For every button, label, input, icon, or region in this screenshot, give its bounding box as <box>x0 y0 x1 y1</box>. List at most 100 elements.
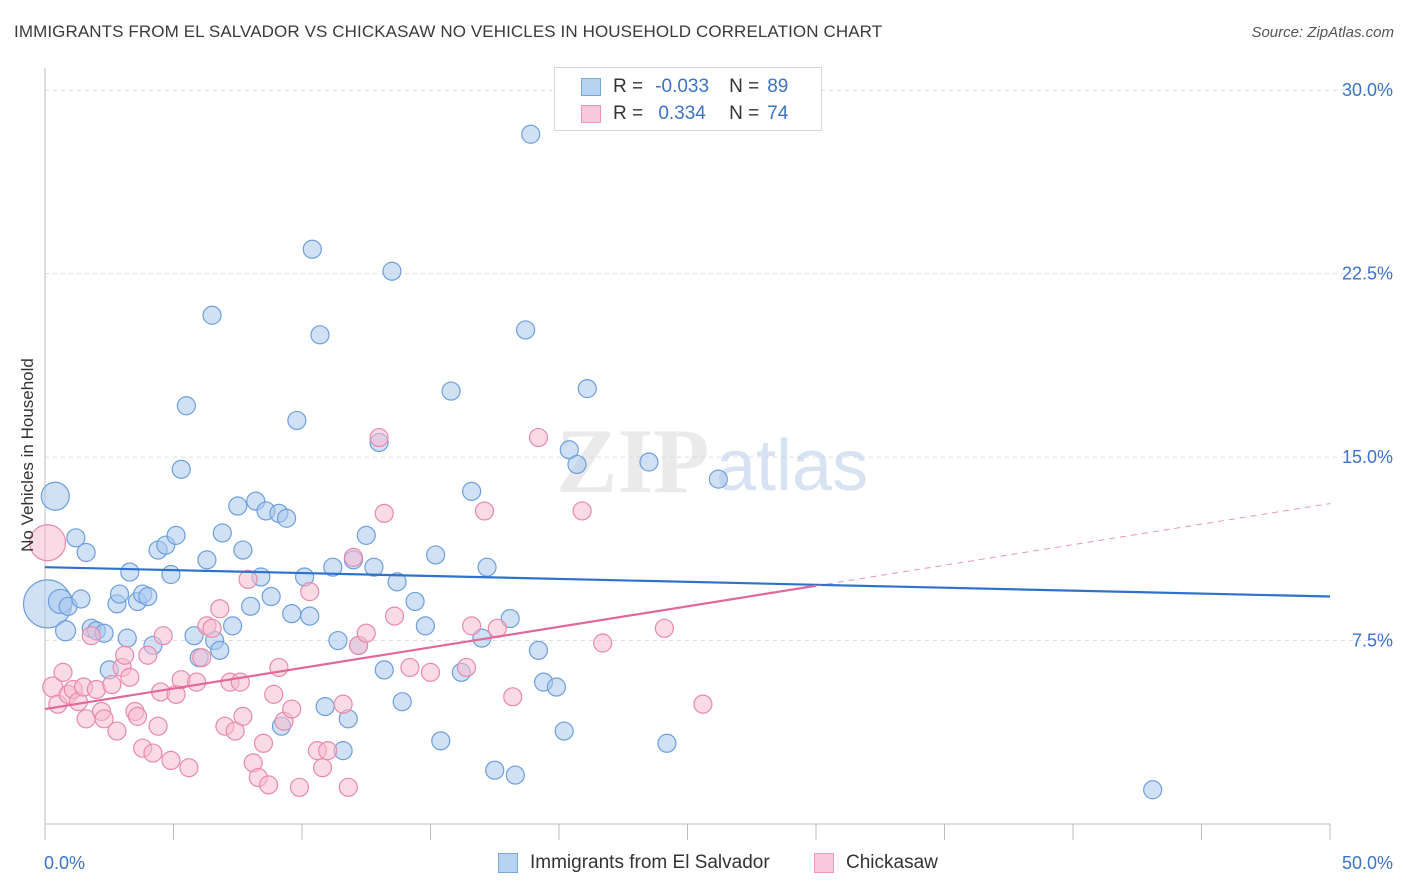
y-tick-label: 30.0% <box>1342 80 1393 100</box>
data-point <box>71 589 91 609</box>
data-point <box>382 261 402 281</box>
y-tick-label: 22.5% <box>1342 264 1393 284</box>
source-credit: Source: ZipAtlas.com <box>1251 24 1394 41</box>
data-point <box>228 496 248 516</box>
data-point <box>289 777 310 797</box>
data-point <box>276 508 297 528</box>
legend-r-value: -0.033 <box>655 76 710 97</box>
y-tick-label: 7.5% <box>1352 631 1393 651</box>
data-point <box>107 721 127 741</box>
data-point <box>415 616 435 636</box>
data-point <box>364 557 384 577</box>
data-point <box>300 582 320 602</box>
legend-row-el-salvador: R = -0.033 N = 89 <box>581 75 788 99</box>
svg-text:atlas: atlas <box>716 426 868 506</box>
data-point <box>287 410 307 431</box>
data-point <box>505 765 525 785</box>
data-point <box>212 523 232 543</box>
trend-line-chickasaw-projection <box>815 503 1331 587</box>
axes <box>44 68 1331 840</box>
data-point <box>343 547 363 567</box>
data-point <box>117 628 137 648</box>
data-point <box>143 743 163 763</box>
data-point <box>593 633 613 653</box>
data-point <box>202 618 222 638</box>
data-point <box>374 503 394 523</box>
legend-swatch-blue <box>581 78 601 96</box>
data-point <box>40 481 70 511</box>
data-point <box>392 692 412 712</box>
data-point <box>161 564 181 585</box>
series-legend: Immigrants from El Salvador Chickasaw <box>0 852 1406 878</box>
data-point <box>28 524 67 562</box>
data-point <box>210 640 230 660</box>
data-point <box>120 562 140 582</box>
data-point <box>210 599 230 619</box>
data-point <box>515 320 536 340</box>
y-axis-label: No Vehicles in Household <box>18 358 37 552</box>
trend-line-chickasaw <box>44 584 817 711</box>
data-point <box>171 459 191 479</box>
data-point <box>657 733 677 753</box>
tick-labels: 7.5% 15.0% 22.5% 30.0% 0.0% 50.0% <box>44 80 1393 873</box>
data-point <box>554 721 574 741</box>
data-point <box>264 684 284 704</box>
legend-r-label: R = <box>613 103 644 124</box>
legend-row-chickasaw: R = 0.334 N = 74 <box>581 102 788 126</box>
data-point <box>184 626 204 646</box>
data-point <box>420 662 441 682</box>
data-point <box>161 750 181 771</box>
data-point <box>233 540 253 560</box>
legend-n-label: N = <box>729 76 760 97</box>
data-point <box>474 501 495 521</box>
data-point <box>138 645 158 665</box>
data-point <box>81 626 101 646</box>
data-point <box>1143 780 1163 800</box>
data-point <box>233 706 253 726</box>
data-point <box>639 452 659 472</box>
legend-n-label: N = <box>729 103 760 124</box>
legend-swatch-pink <box>814 853 834 873</box>
data-point <box>315 696 335 717</box>
data-point <box>282 699 302 719</box>
correlation-legend: R = -0.033 N = 89 R = 0.334 N = 74 <box>554 67 822 131</box>
data-point <box>546 677 567 697</box>
data-point <box>521 124 541 144</box>
data-point <box>120 667 140 687</box>
data-point <box>310 325 330 345</box>
data-point <box>109 584 130 604</box>
data-point <box>567 454 587 475</box>
data-point <box>300 606 320 626</box>
data-point <box>374 660 394 680</box>
data-point <box>400 657 420 678</box>
data-point <box>148 716 168 736</box>
data-point <box>503 687 523 707</box>
data-point <box>387 572 407 592</box>
data-point <box>94 709 114 729</box>
data-point <box>192 648 212 668</box>
legend-item-el-salvador: Immigrants from El Salvador <box>498 852 770 874</box>
data-point <box>328 630 348 651</box>
legend-n-value: 89 <box>767 76 789 97</box>
x-tick-label: 0.0% <box>44 853 85 873</box>
data-point <box>176 396 196 416</box>
data-point <box>462 616 482 636</box>
data-point <box>500 608 520 629</box>
data-point <box>66 528 86 548</box>
watermark: ZIP atlas <box>556 410 868 512</box>
data-point <box>462 481 482 501</box>
legend-r-label: R = <box>613 76 644 97</box>
data-point <box>485 760 505 780</box>
data-point <box>356 525 376 545</box>
data-point <box>238 569 258 590</box>
legend-swatch-pink <box>581 105 601 123</box>
data-point <box>318 741 338 761</box>
data-point <box>384 606 405 626</box>
chart-title: IMMIGRANTS FROM EL SALVADOR VS CHICKASAW… <box>14 22 883 41</box>
data-point <box>426 545 446 565</box>
data-point <box>223 616 243 636</box>
data-point <box>53 662 73 682</box>
data-point <box>253 733 274 753</box>
data-point <box>654 618 674 638</box>
